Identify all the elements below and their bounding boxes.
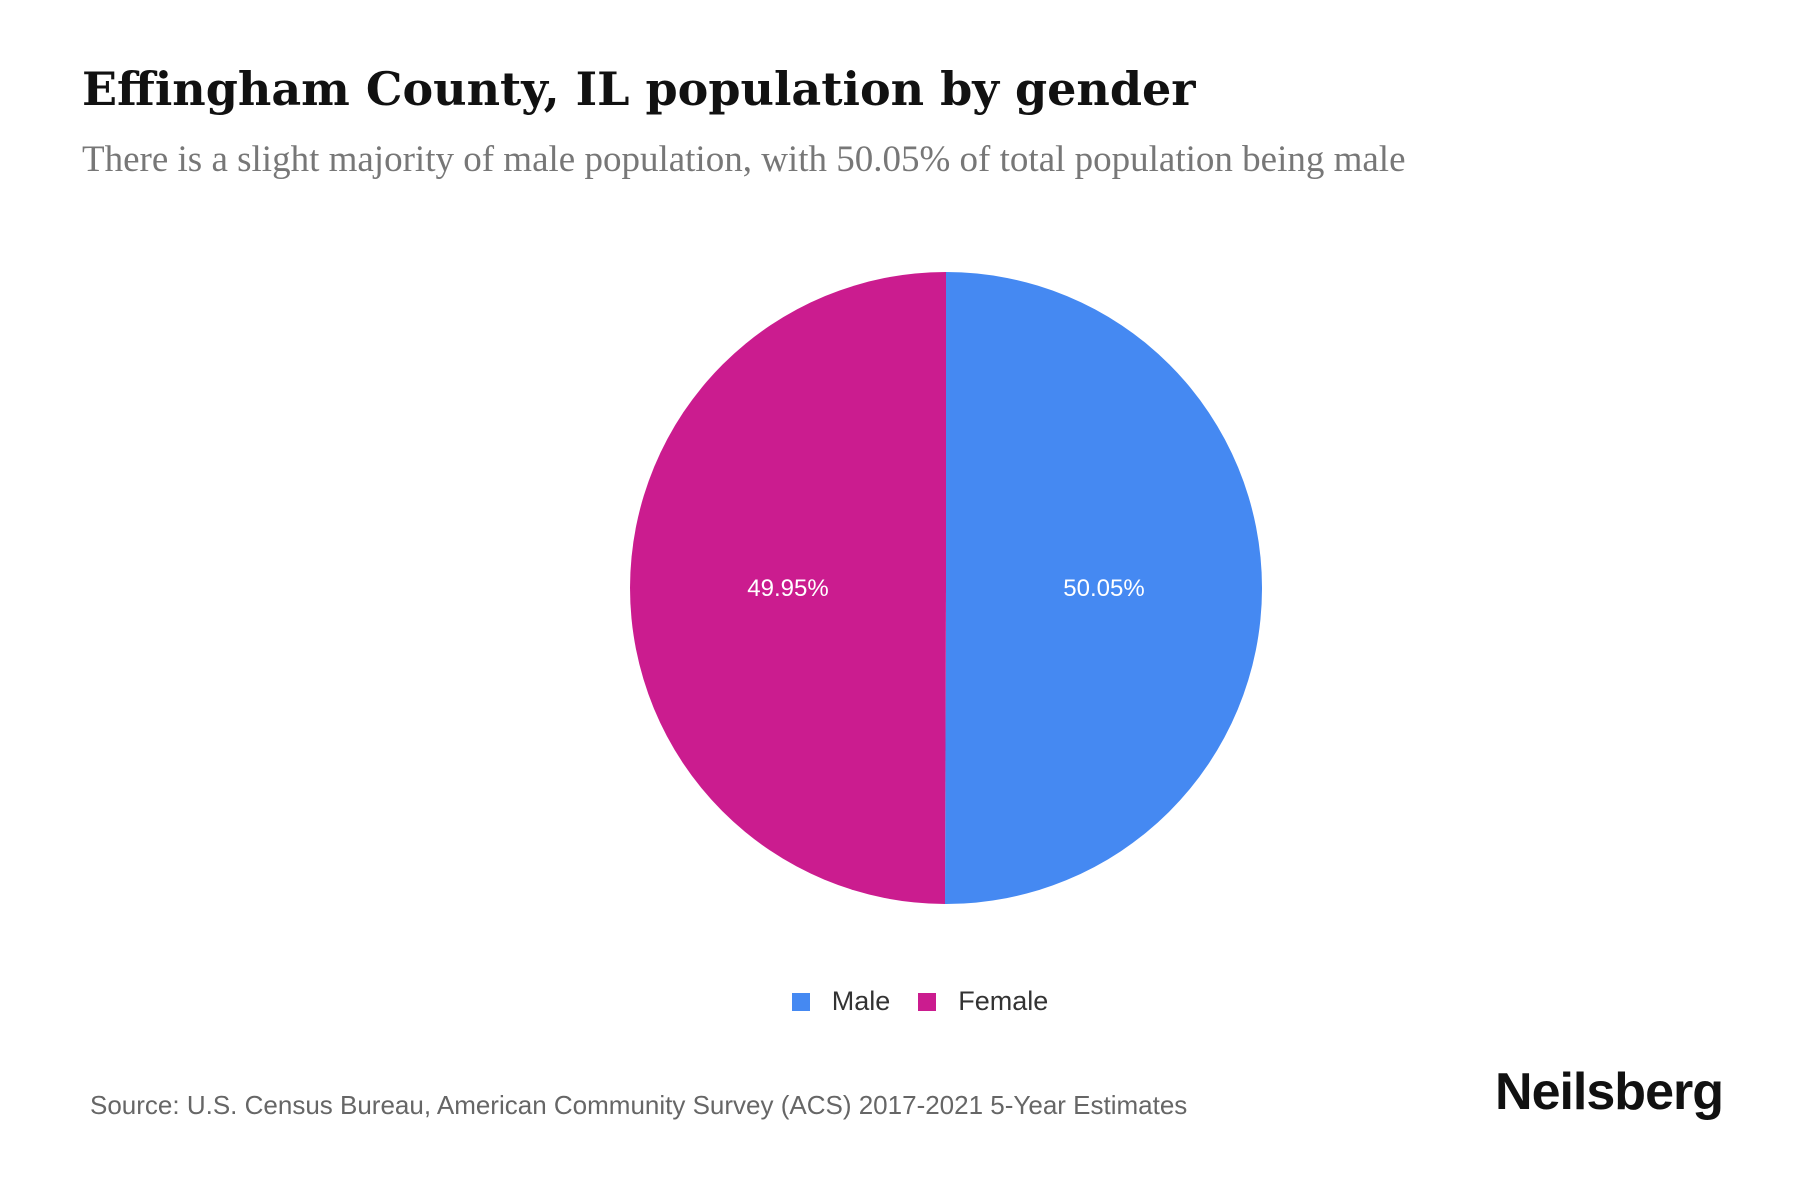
brand-logo: Neilsberg <box>1495 1063 1724 1121</box>
pie-slice-female[interactable] <box>630 272 946 904</box>
slice-label-female: 49.95% <box>747 575 828 602</box>
legend-swatch-male <box>791 992 810 1011</box>
slice-label-male: 50.05% <box>1063 575 1144 602</box>
legend-item-female[interactable]: Female <box>918 986 1048 1017</box>
pie-slice-male[interactable] <box>945 272 1263 905</box>
legend: Male Female <box>0 986 1800 1017</box>
chart-subtitle: There is a slight majority of male popul… <box>82 139 1406 180</box>
chart-title: Effingham County, IL population by gende… <box>82 62 1196 116</box>
legend-label-male: Male <box>831 986 891 1016</box>
legend-item-male[interactable]: Male <box>791 986 891 1017</box>
source-note: Source: U.S. Census Bureau, American Com… <box>90 1090 1188 1120</box>
legend-swatch-female <box>918 992 937 1011</box>
legend-label-female: Female <box>958 986 1049 1016</box>
